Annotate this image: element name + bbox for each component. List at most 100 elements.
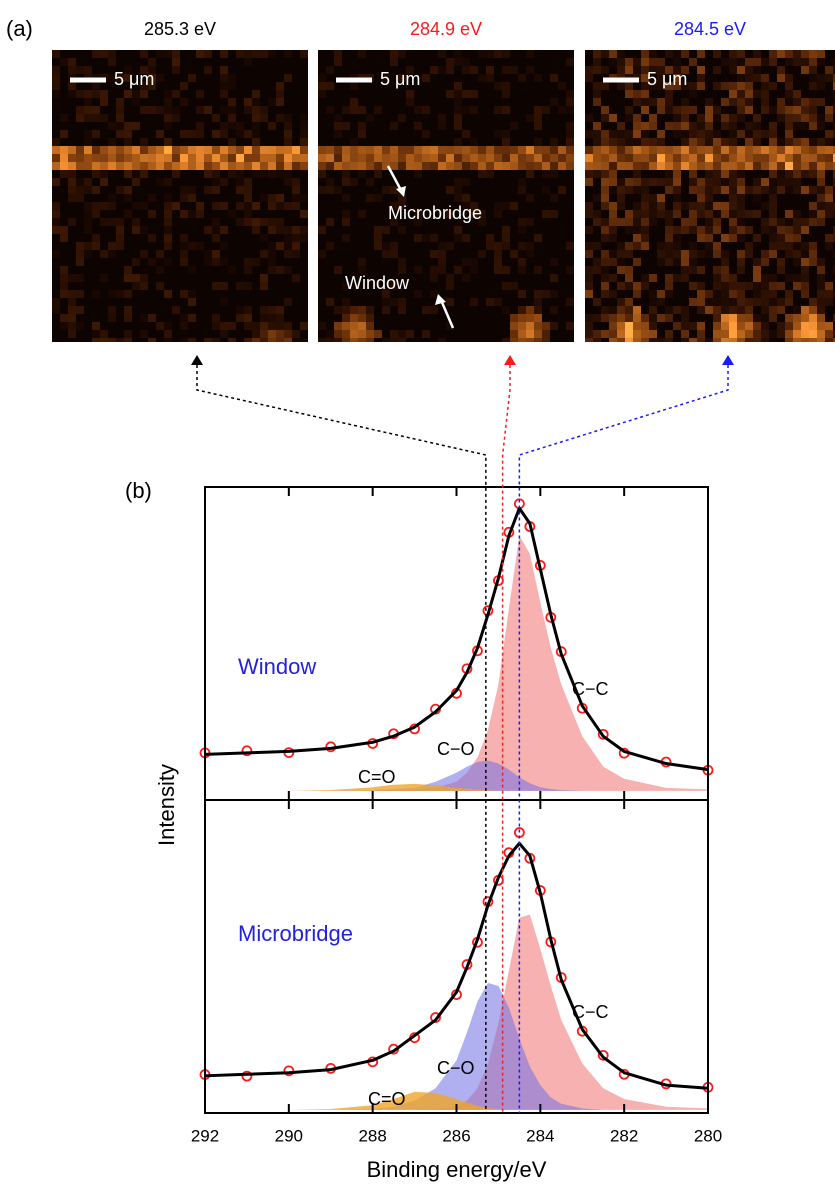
image-pixel	[593, 258, 601, 266]
image-pixel	[454, 154, 462, 162]
image-pixel	[326, 186, 334, 194]
image-pixel	[374, 170, 382, 178]
image-pixel	[124, 138, 132, 146]
image-pixel	[268, 122, 276, 130]
image-pixel	[494, 266, 502, 274]
image-pixel	[673, 58, 681, 66]
image-pixel	[697, 186, 705, 194]
image-pixel	[228, 146, 236, 154]
image-pixel	[52, 146, 60, 154]
image-pixel	[550, 258, 558, 266]
image-pixel	[609, 250, 617, 258]
image-pixel	[729, 122, 737, 130]
image-pixel	[132, 274, 140, 282]
image-pixel	[244, 282, 252, 290]
image-pixel	[809, 258, 817, 266]
image-pixel	[292, 242, 300, 250]
image-pixel	[534, 106, 542, 114]
image-pixel	[446, 162, 454, 170]
image-pixel	[350, 338, 358, 342]
image-pixel	[617, 186, 625, 194]
image-pixel	[268, 306, 276, 314]
image-pixel	[462, 162, 470, 170]
image-pixel	[124, 154, 132, 162]
image-pixel	[268, 314, 276, 322]
image-pixel	[825, 154, 833, 162]
image-pixel	[558, 146, 566, 154]
image-pixel	[486, 74, 494, 82]
image-pixel	[300, 322, 308, 330]
image-pixel	[745, 282, 753, 290]
image-pixel	[673, 146, 681, 154]
image-pixel	[609, 226, 617, 234]
image-pixel	[641, 106, 649, 114]
image-pixel	[617, 154, 625, 162]
image-pixel	[785, 178, 793, 186]
image-pixel	[633, 282, 641, 290]
image-pixel	[502, 282, 510, 290]
image-pixel	[625, 282, 633, 290]
image-pixel	[406, 330, 414, 338]
image-pixel	[172, 306, 180, 314]
image-pixel	[769, 250, 777, 258]
image-pixel	[745, 338, 753, 342]
image-pixel	[697, 154, 705, 162]
figure: (a) (b) 5 μm5 μm5 μm Microbridge Window …	[0, 0, 835, 1194]
image-pixel	[609, 162, 617, 170]
image-pixel	[609, 290, 617, 298]
image-pixel	[542, 162, 550, 170]
image-pixel	[510, 122, 518, 130]
image-pixel	[550, 74, 558, 82]
image-pixel	[601, 266, 609, 274]
image-pixel	[550, 154, 558, 162]
image-pixel	[617, 66, 625, 74]
image-pixel	[366, 162, 374, 170]
image-pixel	[793, 186, 801, 194]
image-pixel	[673, 250, 681, 258]
annotation: Microbridge	[388, 203, 482, 223]
image-pixel	[140, 162, 148, 170]
image-pixel	[737, 58, 745, 66]
image-pixel	[534, 146, 542, 154]
image-pixel	[801, 98, 809, 106]
image-pixel	[358, 130, 366, 138]
image-pixel	[406, 98, 414, 106]
image-pixel	[625, 226, 633, 234]
image-pixel	[585, 322, 593, 330]
image-pixel	[633, 338, 641, 342]
image-pixel	[204, 258, 212, 266]
image-pixel	[244, 338, 252, 342]
image-pixel	[422, 162, 430, 170]
image-pixel	[585, 154, 593, 162]
image-pixel	[745, 74, 753, 82]
image-pixel	[737, 306, 745, 314]
image-pixel	[657, 106, 665, 114]
image-pixel	[801, 58, 809, 66]
image-pixel	[542, 154, 550, 162]
image-pixel	[657, 58, 665, 66]
scale-bar-label: 5 μm	[647, 69, 687, 89]
image-pixel	[601, 114, 609, 122]
image-pixel	[220, 122, 228, 130]
image-pixel	[342, 122, 350, 130]
image-pixel	[649, 210, 657, 218]
image-pixel	[350, 82, 358, 90]
image-pixel	[108, 58, 116, 66]
image-pixel	[809, 250, 817, 258]
image-pixel	[745, 98, 753, 106]
image-pixel	[753, 154, 761, 162]
image-pixel	[657, 202, 665, 210]
image-pixel	[550, 170, 558, 178]
image-pixel	[713, 338, 721, 342]
image-pixel	[777, 178, 785, 186]
image-pixel	[526, 66, 534, 74]
image-pixel	[673, 114, 681, 122]
image-pixel	[729, 90, 737, 98]
image-pixel	[785, 210, 793, 218]
image-pixel	[601, 162, 609, 170]
image-pixel	[342, 210, 350, 218]
image-pixel	[318, 162, 326, 170]
image-pixel	[825, 186, 833, 194]
image-pixel	[793, 274, 801, 282]
image-pixel	[705, 170, 713, 178]
